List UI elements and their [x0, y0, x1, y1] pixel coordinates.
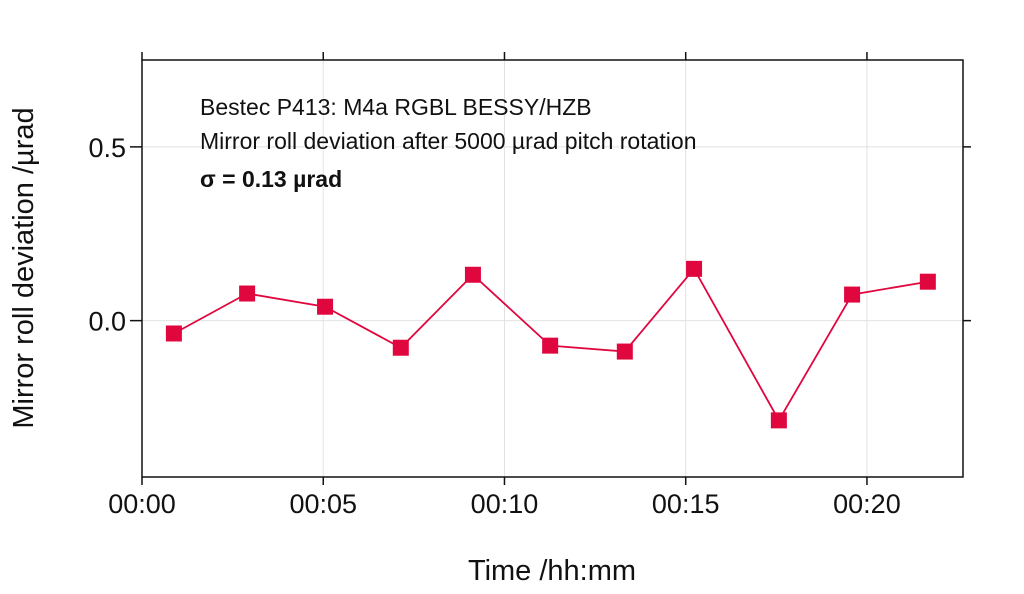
data-point: [919, 273, 936, 290]
annotation-line-1: Bestec P413: M4a RGBL BESSY/HZB: [200, 94, 592, 120]
y-axis-label: Mirror roll deviation /µrad: [8, 107, 40, 428]
series: [165, 260, 936, 429]
annotation-line-2: Mirror roll deviation after 5000 µrad pi…: [200, 128, 697, 154]
y-tick-label: 0.5: [88, 133, 126, 163]
y-tick-label: 0.0: [88, 307, 126, 337]
data-point: [770, 412, 787, 429]
x-tick-label: 00:10: [471, 489, 539, 519]
data-point: [239, 285, 256, 302]
data-point: [844, 286, 861, 303]
data-point: [165, 325, 182, 342]
data-point: [317, 298, 334, 315]
data-point: [392, 339, 409, 356]
x-tick-label: 00:20: [833, 489, 901, 519]
plot-frame: [141, 59, 964, 478]
x-tick-label: 00:00: [108, 489, 176, 519]
x-tick-label: 00:05: [289, 489, 357, 519]
x-tick-label: 00:15: [652, 489, 720, 519]
grid: [141, 60, 963, 477]
data-point: [464, 266, 481, 283]
data-point: [542, 337, 559, 354]
data-point: [616, 343, 633, 360]
x-axis-label: Time /hh:mm: [468, 555, 636, 587]
data-point: [686, 260, 703, 277]
ticks: 00:00 00:05 00:10 00:15 00:20 0.0 0.5: [88, 52, 971, 519]
annotation-sigma: σ = 0.13 µrad: [200, 166, 342, 192]
